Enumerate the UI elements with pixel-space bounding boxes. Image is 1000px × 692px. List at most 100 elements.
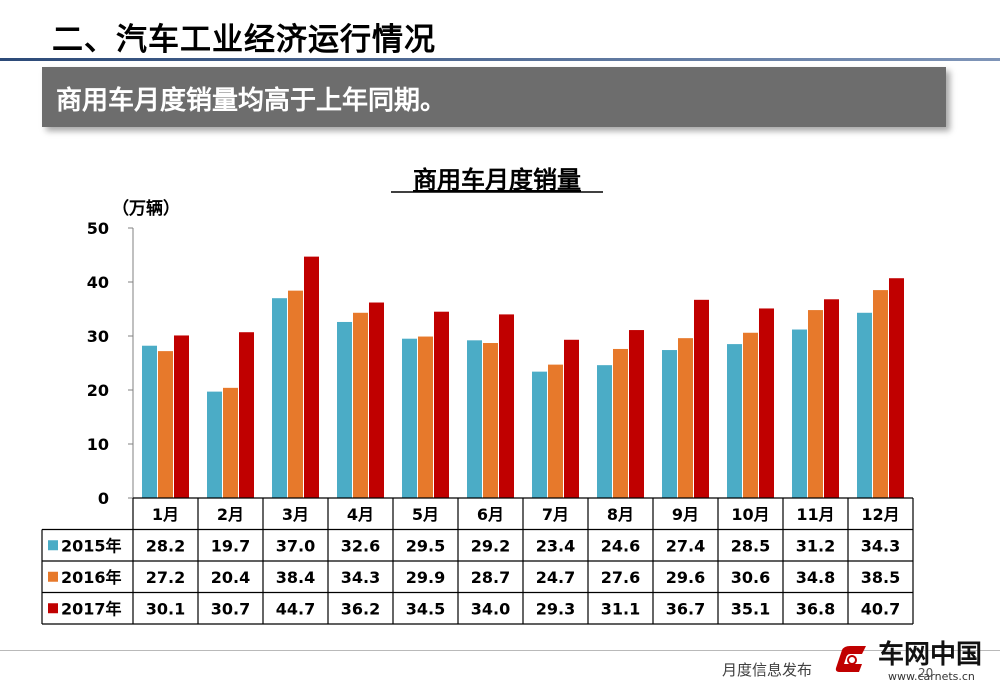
bar-2017年-11月	[824, 299, 839, 498]
summary-banner-text: 商用车月度销量均高于上年同期。	[56, 86, 447, 116]
bar-2015年-12月	[857, 312, 872, 498]
data-table-cell: 29.9	[406, 568, 445, 587]
bar-2015年-6月	[467, 340, 482, 498]
data-table-cell: 20.4	[211, 568, 250, 587]
x-tick-label: 11月	[796, 505, 834, 524]
data-table-cell: 36.7	[666, 599, 705, 618]
footer-divider	[0, 650, 1000, 651]
data-table-cell: 27.6	[601, 568, 640, 587]
data-table-cell: 28.5	[731, 536, 770, 555]
slide-title: 二、汽车工业经济运行情况	[52, 22, 436, 58]
y-tick-label: 40	[87, 273, 109, 292]
legend-key-2015年	[48, 540, 58, 551]
bar-2016年-9月	[678, 338, 693, 498]
data-table-cell: 34.3	[861, 536, 900, 555]
x-tick-label: 9月	[672, 505, 699, 524]
legend-key-2016年	[48, 571, 58, 582]
data-table-cell: 23.4	[536, 536, 575, 555]
bar-2016年-1月	[158, 351, 173, 498]
bar-2015年-5月	[402, 338, 417, 498]
data-table-cell: 29.5	[406, 536, 445, 555]
title-divider	[0, 58, 1000, 61]
x-tick-label: 3月	[282, 505, 309, 524]
y-tick-label: 0	[98, 489, 109, 508]
bar-2016年-6月	[483, 343, 498, 498]
data-table-cell: 28.2	[146, 536, 185, 555]
legend-label: 2016年	[61, 568, 122, 587]
bar-2017年-2月	[239, 332, 254, 498]
bar-2015年-2月	[207, 391, 222, 498]
data-table-cell: 24.7	[536, 568, 575, 587]
bar-2016年-8月	[613, 348, 628, 498]
y-tick-label: 30	[87, 327, 109, 346]
data-table-cell: 34.5	[406, 599, 445, 618]
y-tick-label: 10	[87, 435, 109, 454]
data-table-cell: 27.2	[146, 568, 185, 587]
car-logo-icon	[835, 646, 866, 672]
data-table-cell: 40.7	[861, 599, 900, 618]
bar-2015年-7月	[532, 371, 547, 498]
y-tick-label: 20	[87, 381, 109, 400]
data-table-cell: 31.2	[796, 536, 835, 555]
legend-label: 2017年	[61, 599, 122, 618]
data-table-cell: 34.0	[471, 599, 510, 618]
bar-2017年-9月	[694, 299, 709, 498]
bar-2017年-1月	[174, 335, 189, 498]
bar-2015年-10月	[727, 344, 742, 498]
data-table-cell: 29.6	[666, 568, 705, 587]
bar-2017年-6月	[499, 314, 514, 498]
x-tick-label: 1月	[152, 505, 179, 524]
x-tick-label: 8月	[607, 505, 634, 524]
x-tick-label: 10月	[731, 505, 769, 524]
bar-2017年-4月	[369, 302, 384, 498]
x-tick-label: 6月	[477, 505, 504, 524]
data-table-cell: 32.6	[341, 536, 380, 555]
data-table-cell: 27.4	[666, 536, 705, 555]
data-table-cell: 34.8	[796, 568, 835, 587]
bar-2017年-10月	[759, 308, 774, 498]
data-table-cell: 44.7	[276, 599, 315, 618]
bar-2015年-8月	[597, 365, 612, 498]
data-table-cell: 35.1	[731, 599, 770, 618]
x-tick-label: 12月	[861, 505, 899, 524]
x-tick-label: 7月	[542, 505, 569, 524]
bar-2017年-8月	[629, 330, 644, 498]
bar-2017年-12月	[889, 278, 904, 498]
chart-title: 商用车月度销量	[413, 166, 581, 194]
page-number: 20	[918, 666, 934, 680]
data-table-cell: 30.7	[211, 599, 250, 618]
x-tick-label: 5月	[412, 505, 439, 524]
bar-2016年-4月	[353, 312, 368, 498]
bar-2016年-7月	[548, 364, 563, 498]
bar-2015年-11月	[792, 329, 807, 498]
bar-2016年-10月	[743, 332, 758, 498]
data-table-cell: 34.3	[341, 568, 380, 587]
bar-2015年-1月	[142, 345, 157, 498]
bar-2016年-11月	[808, 310, 823, 498]
y-tick-label: 50	[87, 219, 109, 238]
x-tick-label: 4月	[347, 505, 374, 524]
bar-2017年-5月	[434, 311, 449, 498]
site-logo: 车网中国 www.carnets.cn	[832, 632, 996, 690]
data-table-cell: 37.0	[276, 536, 315, 555]
bar-2016年-5月	[418, 336, 433, 498]
data-table-cell: 29.2	[471, 536, 510, 555]
bar-2016年-12月	[873, 290, 888, 498]
bar-2017年-3月	[304, 256, 319, 498]
data-table-cell: 38.4	[276, 568, 315, 587]
data-table-cell: 31.1	[601, 599, 640, 618]
data-table-cell: 28.7	[471, 568, 510, 587]
data-table-cell: 24.6	[601, 536, 640, 555]
y-axis-unit-label: （万辆）	[112, 198, 180, 219]
bar-2016年-2月	[223, 387, 238, 498]
bar-2017年-7月	[564, 339, 579, 498]
logo-name: 车网中国	[878, 640, 983, 670]
legend-label: 2015年	[61, 536, 122, 555]
data-table-cell: 19.7	[211, 536, 250, 555]
data-table-cell: 38.5	[861, 568, 900, 587]
data-table-cell: 36.8	[796, 599, 835, 618]
x-tick-label: 2月	[217, 505, 244, 524]
legend-key-2017年	[48, 603, 58, 614]
bar-2015年-9月	[662, 350, 677, 498]
